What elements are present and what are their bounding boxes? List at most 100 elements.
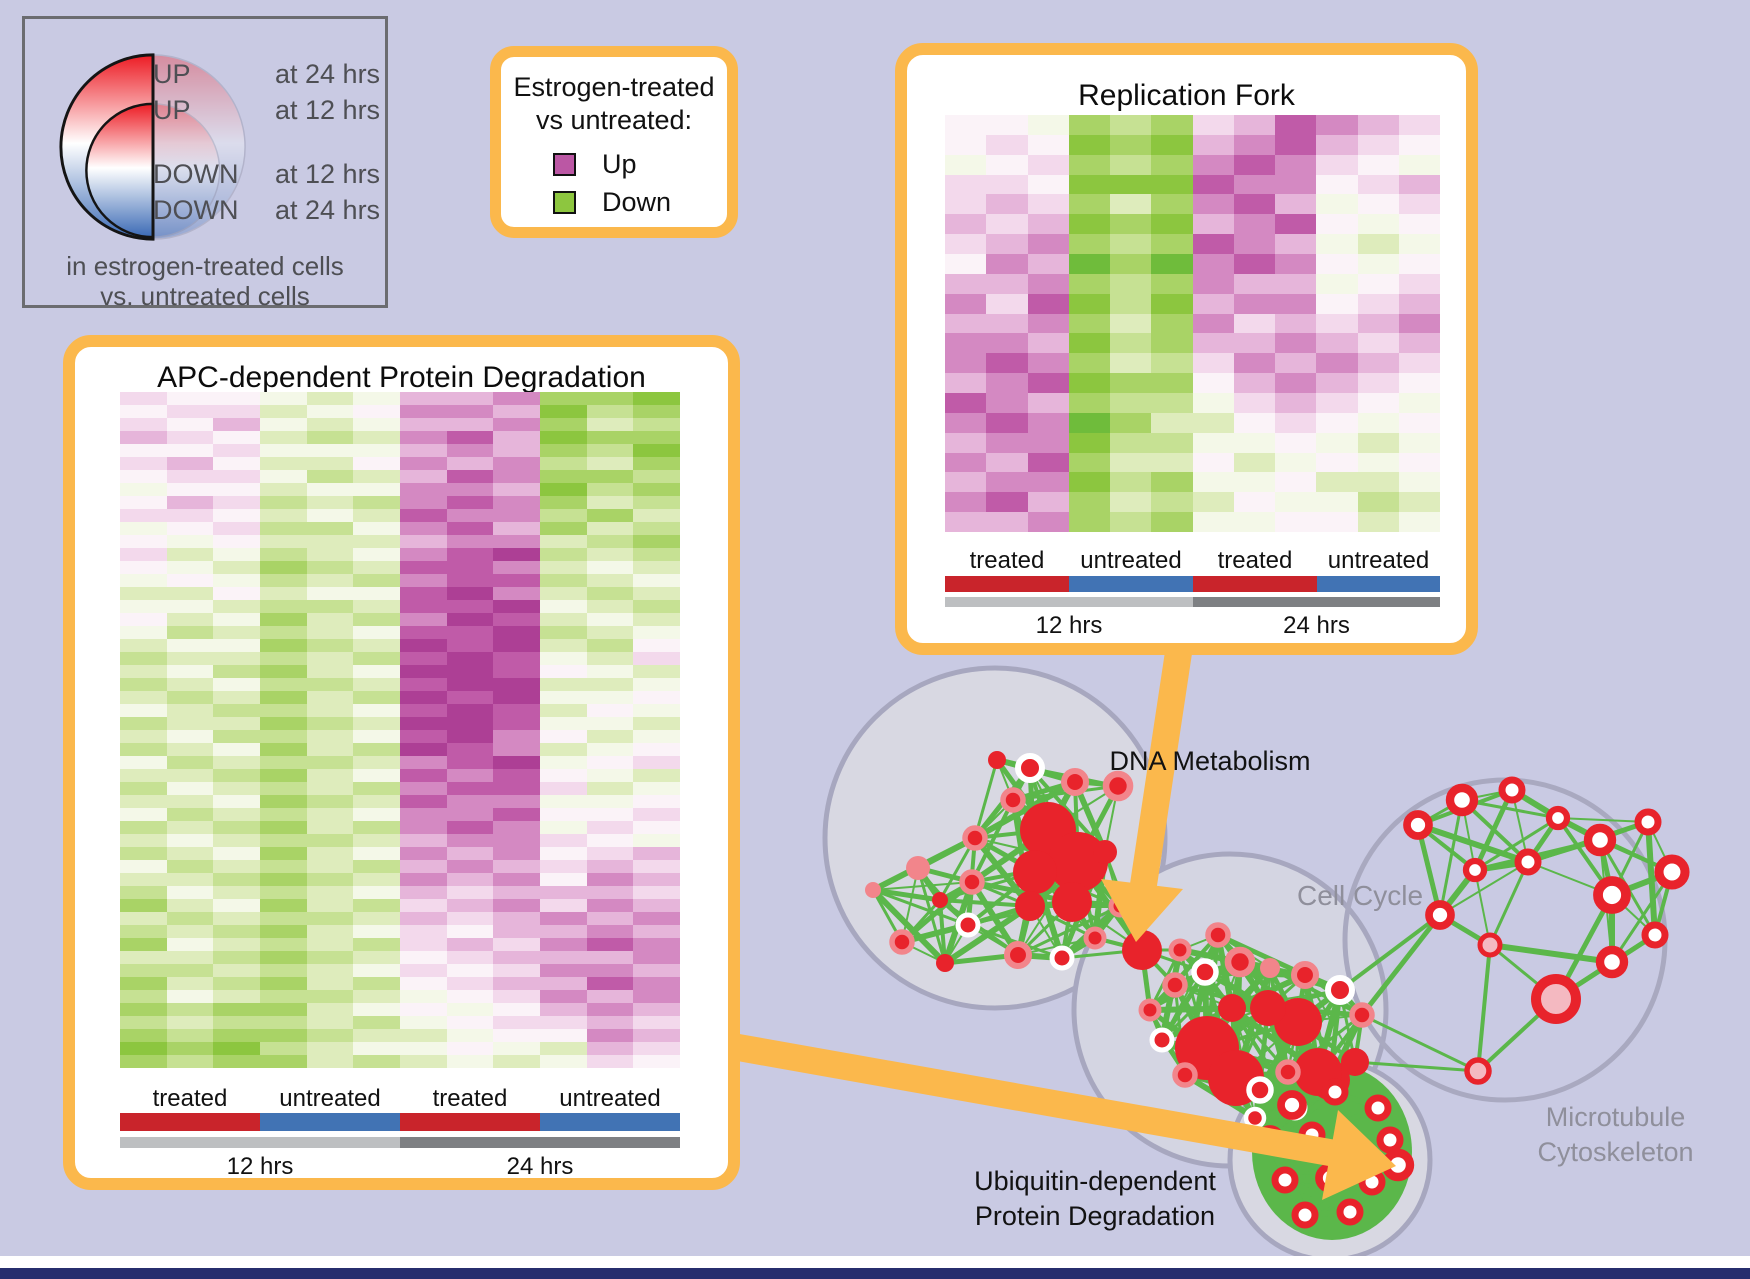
network-node-cellcycle — [1168, 938, 1192, 962]
heatmap-cell — [260, 444, 307, 457]
rf-group-label-3: treated — [1217, 547, 1293, 574]
network-node-ubiquitin — [1376, 1126, 1404, 1154]
heatmap-cell — [1110, 194, 1152, 215]
heatmap-cell — [540, 743, 587, 756]
heatmap-cell — [586, 535, 634, 548]
network-node-ubiquitin — [1364, 1094, 1392, 1122]
heatmap-cell — [213, 808, 260, 821]
heatmap-cell — [1233, 214, 1275, 235]
heatmap-cell — [213, 717, 260, 730]
heatmap-cell — [1151, 194, 1193, 215]
network-node-ubiquitin — [1336, 1198, 1364, 1226]
heatmap-cell — [446, 795, 494, 808]
heatmap-cell — [353, 678, 400, 691]
heatmap-cell — [260, 535, 307, 548]
heatmap-cell — [306, 990, 354, 1003]
heatmap-cell — [540, 769, 587, 782]
heatmap-cell — [166, 626, 214, 639]
heatmap-cell — [1275, 492, 1317, 513]
heatmap-cell — [213, 652, 260, 665]
heatmap-cell — [353, 990, 400, 1003]
heatmap-cell — [400, 652, 447, 665]
apc-24hr-label: 24 hrs — [506, 1153, 574, 1180]
heatmap-cell — [306, 639, 354, 652]
heatmap-cell — [213, 873, 260, 886]
heatmap-cell — [213, 561, 260, 574]
heatmap-cell — [586, 639, 634, 652]
heatmap-cell — [166, 1042, 214, 1055]
heatmap-cell — [306, 470, 354, 483]
heatmap-cell — [306, 1055, 354, 1068]
heatmap-cell — [1027, 115, 1069, 135]
heatmap-cell — [1151, 472, 1193, 493]
heatmap-cell — [586, 405, 634, 418]
heatmap-cell — [213, 964, 260, 977]
heatmap-cell — [260, 938, 307, 951]
heatmap-cell — [493, 1042, 540, 1055]
heatmap-cell — [1192, 134, 1234, 155]
heatmap-cell — [1192, 115, 1234, 135]
network-node-dna — [1052, 882, 1092, 922]
network-node-ubiquitin — [1321, 1078, 1349, 1106]
heatmap-cell — [213, 769, 260, 782]
network-node-cellcycle — [1290, 960, 1320, 990]
heatmap-cell — [120, 756, 167, 769]
heatmap-cell — [1316, 353, 1358, 374]
heatmap-cell — [1151, 432, 1193, 453]
network-edge — [1161, 934, 1219, 1041]
network-edge — [1417, 822, 1529, 865]
heatmap-cell — [306, 1016, 354, 1029]
heatmap-cell — [1068, 253, 1110, 274]
heatmap-cell — [446, 470, 494, 483]
apc-12hr-label: 12 hrs — [226, 1153, 294, 1180]
heatmap-cell — [400, 808, 447, 821]
heatmap-cell — [540, 782, 587, 795]
heatmap-cell — [166, 392, 214, 405]
heatmap-cell — [306, 405, 354, 418]
network-edge — [1148, 933, 1220, 1012]
heatmap-cell — [306, 886, 354, 899]
apc-12hr-bar — [120, 1137, 400, 1148]
heatmap-cell — [353, 548, 400, 561]
heatmap-cell — [400, 496, 447, 509]
heatmap-cell — [1151, 115, 1193, 135]
heatmap-cell — [353, 600, 400, 613]
heatmap-cell — [166, 743, 214, 756]
heatmap-cell — [353, 522, 400, 535]
rf-arrow-shaft — [1129, 633, 1195, 891]
network-edge — [870, 887, 948, 966]
heatmap-cell — [986, 492, 1028, 513]
network-node-microtubule — [1593, 876, 1631, 914]
heatmap-cell — [213, 639, 260, 652]
heatmap-cell — [400, 990, 447, 1003]
heatmap-cell — [260, 392, 307, 405]
heatmap-cell — [1068, 214, 1110, 235]
heatmap-cell — [633, 808, 680, 821]
heatmap-cell — [493, 444, 540, 457]
heatmap-cell — [306, 431, 354, 444]
heatmap-cell — [353, 769, 400, 782]
heatmap-cell — [493, 587, 540, 600]
heatmap-cell — [540, 600, 587, 613]
heatmap-cell — [1316, 512, 1358, 532]
heatmap-cell — [446, 782, 494, 795]
heatmap-cell — [586, 977, 634, 990]
heatmap-cell — [400, 626, 447, 639]
heatmap-cell — [166, 574, 214, 587]
heatmap-cell — [166, 405, 214, 418]
heatmap-cell — [1357, 273, 1399, 294]
heatmap-cell — [1233, 492, 1275, 513]
heatmap-cell — [1398, 353, 1440, 374]
heatmap-cell — [1316, 313, 1358, 334]
heatmap-cell — [1027, 472, 1069, 493]
network-node-dna — [1122, 930, 1162, 970]
heatmap-cell — [353, 795, 400, 808]
heatmap-cell — [540, 678, 587, 691]
heatmap-cell — [633, 964, 680, 977]
heatmap-cell — [213, 665, 260, 678]
heatmap-cell — [1151, 214, 1193, 235]
heatmap-cell — [945, 412, 987, 433]
heatmap-cell — [353, 782, 400, 795]
heatmap-cell — [1151, 293, 1193, 314]
heatmap-cell — [166, 600, 214, 613]
